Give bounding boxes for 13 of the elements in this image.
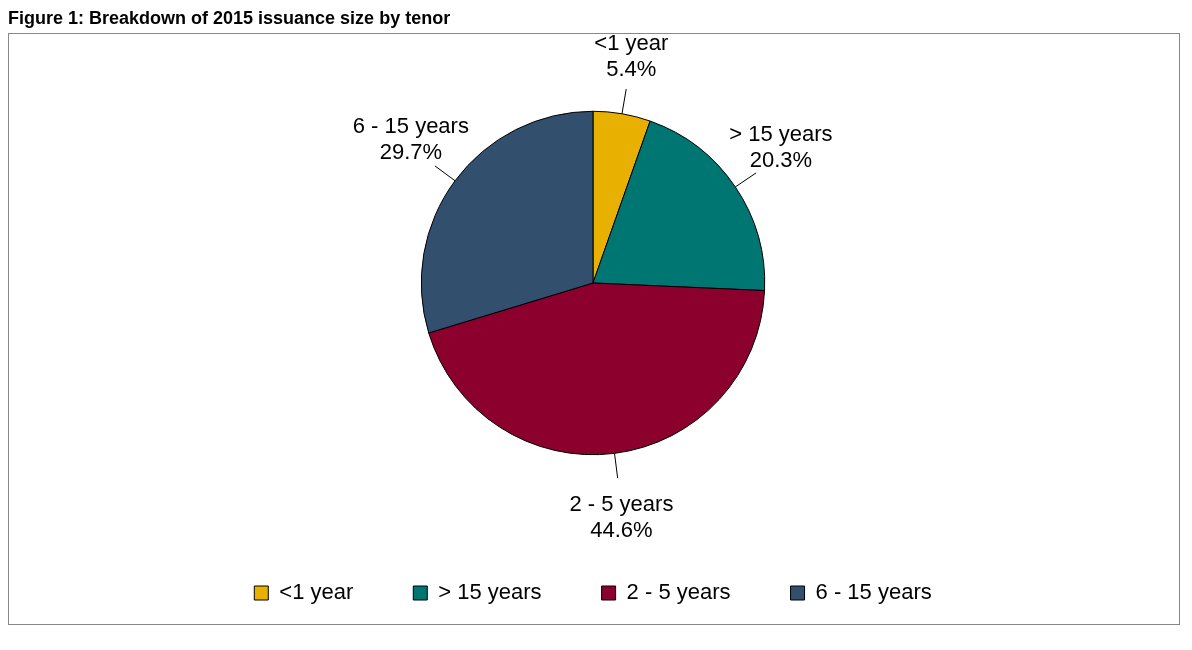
legend-label: > 15 years	[438, 579, 542, 605]
legend-label: 6 - 15 years	[815, 579, 932, 605]
slice-label: 6 - 15 years	[352, 113, 469, 139]
legend-label: <1 year	[279, 579, 354, 605]
slice-label: <1 year	[594, 30, 669, 56]
slice-label: 2 - 5 years	[569, 491, 674, 517]
data-label: 20.3%	[749, 146, 813, 172]
chart-title: Figure 1: Breakdown of 2015 issuance size by tenor	[8, 8, 452, 29]
data-label: 29.7%	[379, 139, 443, 165]
legend-label: 2 - 5 years	[626, 579, 731, 605]
slice-label: > 15 years	[729, 120, 833, 146]
data-label: 5.4%	[606, 56, 657, 82]
data-label: 44.6%	[590, 517, 653, 543]
